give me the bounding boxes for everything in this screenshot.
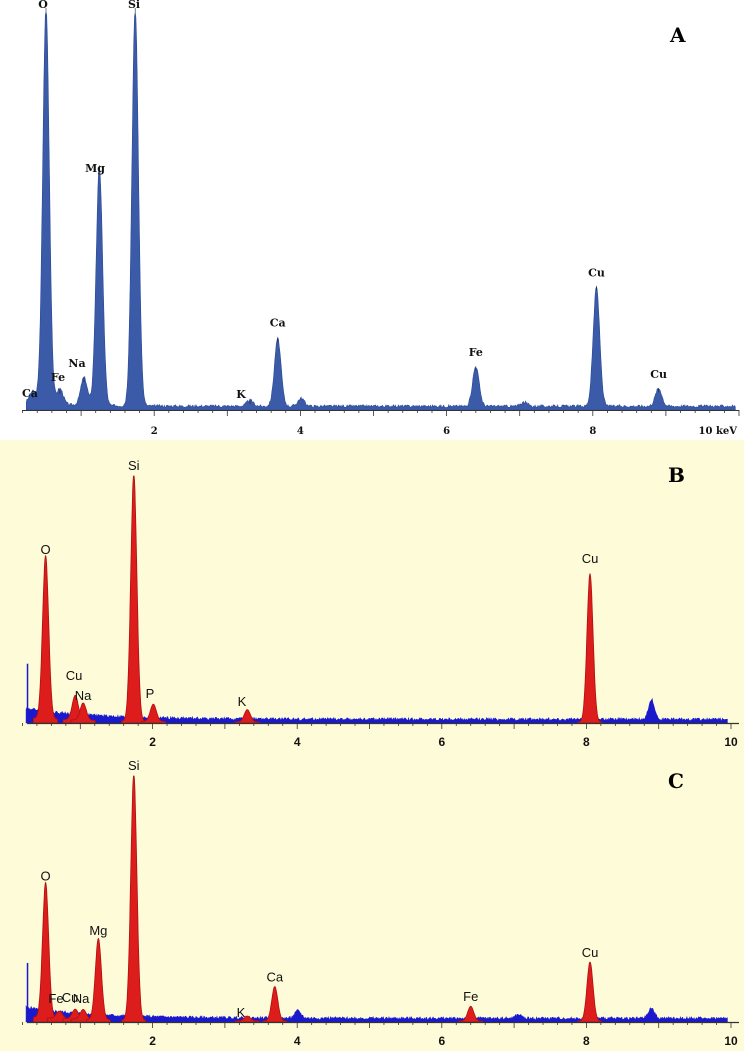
panel-c-background [0, 746, 744, 1051]
peak-mark-ca-7 [262, 986, 288, 1023]
spectrum-panel-b: B 2 4 6 8 10 O Cu Na Si P K Cu [0, 440, 744, 749]
panel-a-spectrum-fill [25, 11, 736, 411]
peak-label-mg: Mg [89, 923, 107, 938]
peak-label-cu: Cu [582, 945, 599, 960]
peak-label-ca: Ca [266, 970, 283, 985]
x-tick-label: 8 [583, 735, 590, 749]
peak-mark-si-3 [121, 475, 147, 724]
peak-mark-mg-4 [85, 937, 111, 1023]
peak-label-si: Si [128, 458, 140, 473]
peak-label-k: K [238, 694, 247, 709]
peak-mark-k-6 [234, 1015, 260, 1023]
peak-label-fe: Fe [51, 371, 65, 384]
panel-label-b: B [668, 463, 685, 487]
spectrum-area [25, 11, 736, 411]
x-tick-label: 2 [149, 1034, 156, 1048]
peak-label-o: O [41, 869, 51, 884]
x-tick-label: 4 [297, 426, 304, 437]
peak-label-si: Si [128, 758, 140, 773]
peak-label-o: O [38, 0, 48, 11]
panel-label-a: A [669, 23, 686, 47]
peak-label-p: P [146, 686, 155, 701]
x-tick-label: 10 [724, 735, 738, 749]
x-tick-label: 10 [724, 1034, 738, 1048]
peak-label-fe: Fe [463, 989, 478, 1004]
x-tick-label: 2 [149, 735, 156, 749]
peak-label-na: Na [73, 991, 90, 1006]
x-tick-label: 4 [294, 735, 301, 749]
panel-b-spectrum-fill [25, 475, 728, 724]
peak-mark-si-5 [121, 775, 147, 1023]
peak-label-fe: Fe [48, 991, 63, 1006]
peak-label-ca: Ca [22, 387, 38, 400]
panel-b-x-axis: 2 4 6 8 10 [22, 722, 739, 749]
x-tick-label: 8 [589, 426, 596, 437]
panel-b-peak-labels: O Cu Na Si P K Cu [41, 458, 599, 709]
peak-mark-cu-6 [577, 572, 603, 724]
peak-mark-fe-9 [458, 1005, 484, 1023]
peak-label-k: K [236, 388, 246, 401]
peak-mark-k-5 [234, 709, 260, 724]
x-tick-label: 6 [438, 735, 445, 749]
peak-mark-o-0 [33, 554, 59, 724]
x-tick-label: 10 keV [699, 426, 738, 437]
peak-label-mg: Mg [85, 162, 105, 175]
peak-mark-o-0 [33, 881, 59, 1023]
peak-label-o: O [41, 542, 51, 557]
peak-label-cu: Cu [66, 668, 83, 683]
peak-label-cu: Cu [582, 551, 599, 566]
x-tick-label: 6 [438, 1034, 445, 1048]
x-tick-label: 2 [151, 426, 158, 437]
peak-label-cu: Cu [650, 368, 667, 381]
peak-label-si: Si [128, 0, 140, 11]
panel-c-x-axis: 2 4 6 8 10 [22, 1021, 739, 1048]
peak-label-k: K [237, 1005, 246, 1020]
peak-label-cu: Cu [62, 990, 79, 1005]
peak-label-na: Na [68, 357, 85, 370]
panel-a-background [0, 0, 744, 440]
peak-label-cu: Cu [588, 267, 605, 280]
peak-label-na: Na [75, 688, 92, 703]
x-tick-label: 4 [294, 1034, 301, 1048]
peak-mark-p-4 [140, 703, 166, 724]
peak-mark-na-2 [70, 702, 96, 724]
peak-mark-cu-11 [577, 961, 603, 1023]
peak-label-fe: Fe [469, 346, 483, 359]
panel-a-x-axis: 2 4 6 8 10 keV [22, 410, 740, 437]
peak-label-ca: Ca [270, 316, 286, 329]
panel-b-background [0, 440, 744, 746]
panel-label-c: C [668, 769, 684, 793]
x-tick-label: 8 [583, 1034, 590, 1048]
x-tick-label: 6 [443, 426, 450, 437]
panel-c-spectrum-fill [25, 775, 728, 1023]
